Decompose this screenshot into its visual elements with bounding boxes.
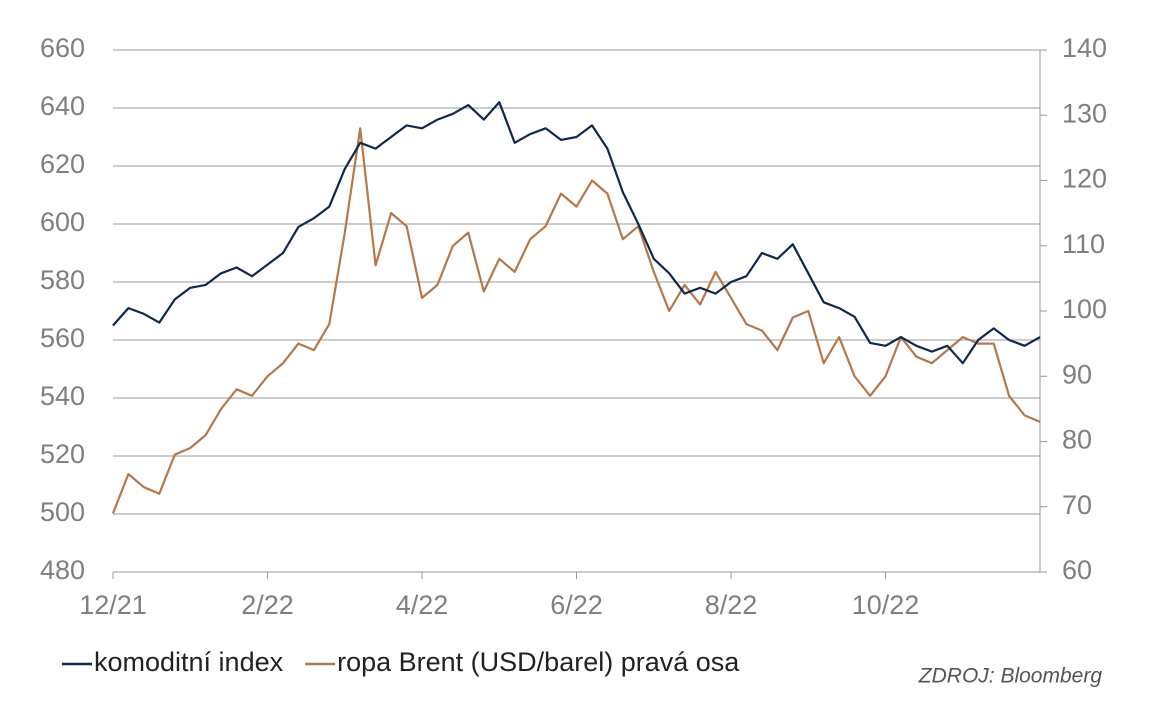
y2-tick-label: 80: [1062, 425, 1092, 455]
legend-label: ropa Brent (USD/barel) pravá osa: [337, 647, 740, 677]
y2-tick-label: 120: [1062, 164, 1107, 194]
series-line: [111, 127, 1041, 514]
legend-label: komoditní index: [94, 647, 284, 677]
x-tick-label: 12/21: [79, 590, 147, 620]
y2-tick-label: 110: [1062, 229, 1105, 259]
series-line: [112, 101, 1041, 365]
y2-tick-label: 100: [1062, 294, 1107, 324]
y2-tick-label: 130: [1062, 98, 1107, 128]
x-tick-label: 2/22: [241, 590, 294, 620]
y2-tick-label: 140: [1062, 33, 1107, 63]
x-tick-label: 6/22: [550, 590, 603, 620]
y-tick-label: 580: [40, 265, 85, 295]
source: ZDROJ: Bloomberg: [918, 665, 1103, 688]
y-tick-label: 500: [40, 497, 85, 527]
y-tick-label: 620: [40, 149, 85, 179]
y2-tick-label: 90: [1062, 359, 1092, 389]
y-tick-label: 640: [40, 91, 85, 121]
x-tick-label: 10/22: [852, 590, 920, 620]
y-tick-label: 600: [40, 207, 85, 237]
y-tick-label: 480: [40, 555, 85, 585]
y2-tick-label: 70: [1062, 490, 1092, 520]
y2-tick-label: 60: [1062, 555, 1092, 585]
y-tick-label: 520: [40, 439, 85, 469]
x-tick-label: 8/22: [705, 590, 758, 620]
x-tick-label: 4/22: [396, 590, 449, 620]
y-tick-label: 660: [40, 33, 85, 63]
y-tick-label: 560: [40, 323, 85, 353]
y-tick-label: 540: [40, 381, 85, 411]
